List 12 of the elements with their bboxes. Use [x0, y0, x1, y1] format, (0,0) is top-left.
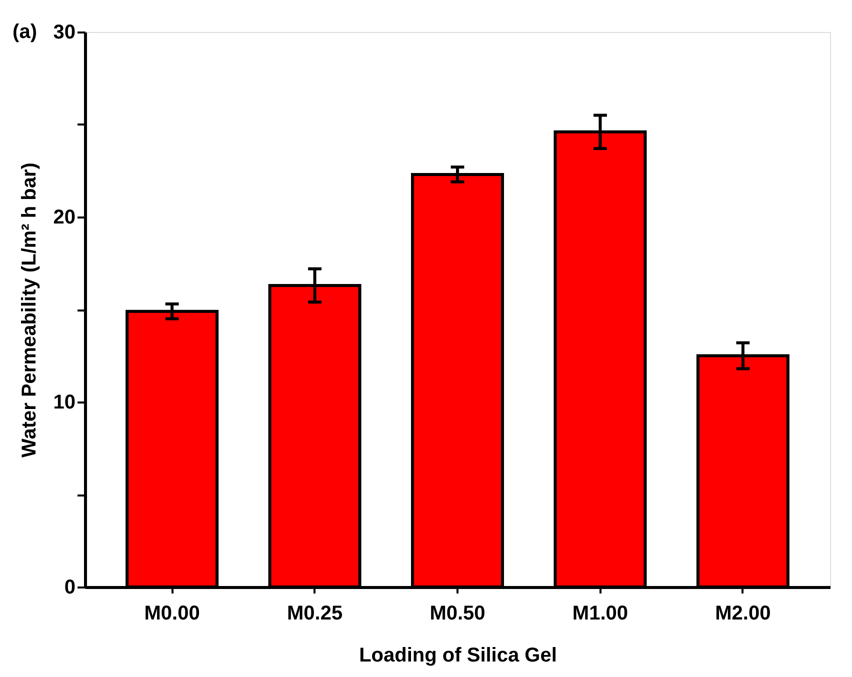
x-tick-label: M0.50 [430, 602, 486, 624]
y-axis-title: Water Permeability (L/m² h bar) [18, 162, 40, 458]
x-tick-label: M1.00 [572, 602, 628, 624]
x-tick-label: M0.00 [144, 602, 200, 624]
y-tick-label: 30 [53, 22, 76, 44]
y-tick-label: 20 [53, 206, 76, 228]
text: (a) [12, 21, 37, 43]
x-tick-label: M0.25 [286, 602, 343, 624]
x-axis-title: Loading of Silica Gel [359, 644, 557, 666]
y-tick-label: 0 [64, 576, 76, 598]
x-tick-label: M2.00 [715, 602, 771, 624]
y-tick-label: 10 [53, 392, 76, 414]
